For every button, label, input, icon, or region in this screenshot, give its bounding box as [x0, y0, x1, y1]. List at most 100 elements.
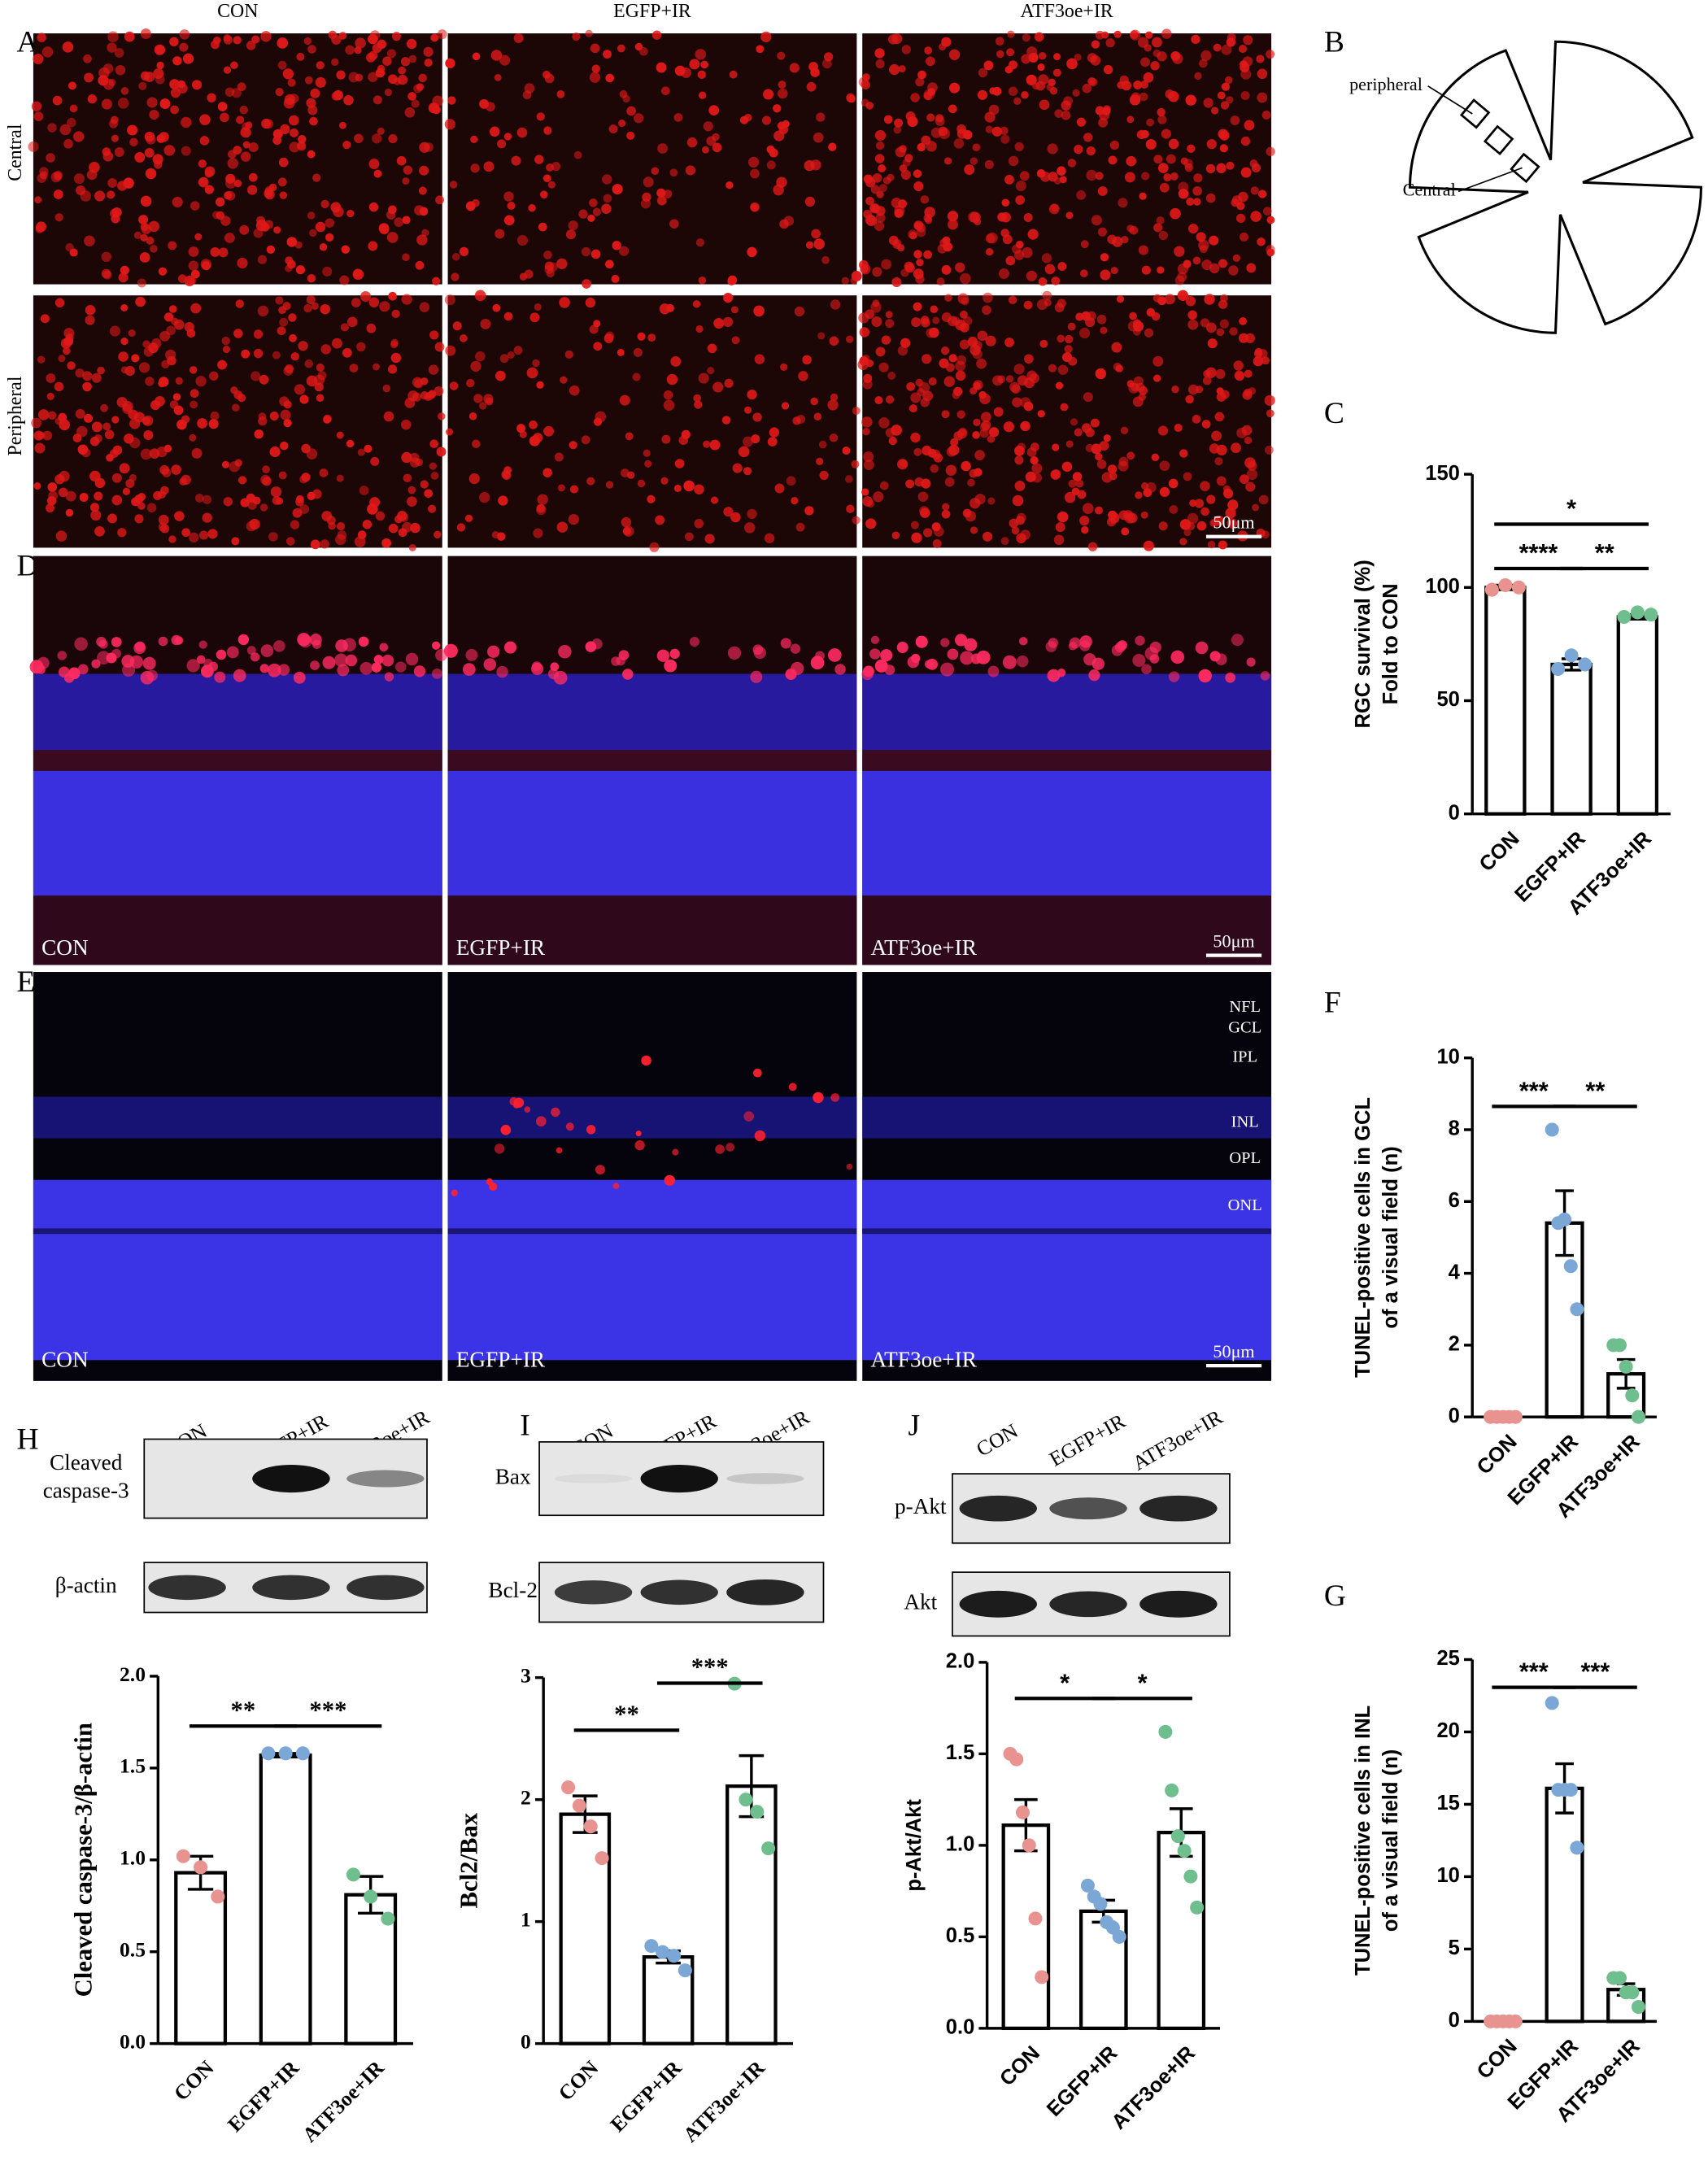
cell	[1199, 245, 1208, 254]
cell	[617, 44, 625, 53]
panel-letter: H	[16, 1422, 38, 1456]
tissue-layer	[447, 673, 857, 751]
cell	[107, 178, 117, 188]
cell	[79, 493, 89, 502]
cell	[1240, 90, 1250, 100]
cell	[747, 508, 757, 520]
cell	[666, 373, 678, 386]
cell	[1218, 259, 1228, 268]
cell	[120, 86, 129, 95]
cell	[296, 52, 305, 61]
cell	[1252, 503, 1260, 512]
cell	[111, 494, 123, 506]
cell	[1019, 171, 1030, 181]
data-point	[656, 1945, 670, 1959]
cell	[956, 355, 967, 365]
cell	[1041, 253, 1052, 264]
cell	[495, 370, 506, 381]
cell	[1105, 38, 1115, 48]
cell	[194, 233, 203, 241]
cell	[401, 294, 412, 305]
cell	[1008, 155, 1019, 167]
cell	[503, 641, 517, 654]
cell	[874, 396, 883, 405]
cell	[1139, 92, 1148, 102]
cell	[368, 33, 378, 45]
cell	[272, 351, 281, 359]
data-point	[176, 1849, 190, 1863]
cell	[817, 332, 826, 340]
cell	[875, 212, 886, 223]
data-point	[1498, 577, 1513, 593]
cell	[487, 645, 500, 658]
cell	[140, 222, 149, 231]
cell	[863, 451, 874, 463]
cell	[513, 33, 524, 43]
cell	[551, 162, 561, 172]
cell	[1012, 494, 1024, 507]
cell	[1232, 254, 1240, 263]
cell	[881, 335, 891, 345]
cell	[85, 315, 95, 325]
y-tick-label: 1.0	[946, 1833, 975, 1856]
cell	[923, 91, 932, 101]
cell	[169, 37, 179, 47]
cell	[827, 399, 839, 411]
cell	[173, 405, 184, 416]
cell	[937, 244, 948, 254]
cell	[729, 70, 738, 79]
cell	[225, 190, 236, 201]
cell	[1192, 414, 1201, 424]
cell	[1095, 172, 1104, 181]
cell	[117, 528, 127, 538]
cell	[760, 31, 772, 43]
y-tick-label: 10	[1436, 1864, 1459, 1887]
cell	[97, 366, 105, 375]
cell	[474, 290, 486, 302]
cell	[706, 136, 717, 146]
cell	[172, 196, 183, 208]
cell	[578, 209, 588, 219]
cell	[1139, 192, 1147, 200]
cell	[878, 362, 889, 372]
y-tick-label: 1.5	[946, 1741, 975, 1764]
blot-band	[640, 1464, 718, 1493]
cell	[1026, 74, 1037, 85]
cell	[698, 372, 709, 384]
cell	[664, 659, 678, 673]
significance-label: **	[231, 1696, 256, 1723]
cell	[926, 56, 935, 67]
data-point	[1619, 1359, 1633, 1374]
cell	[231, 537, 240, 546]
cell	[131, 354, 140, 363]
cell	[501, 469, 511, 479]
cell	[1004, 65, 1013, 74]
cell	[1264, 394, 1275, 406]
cell	[974, 450, 985, 460]
cell	[63, 336, 73, 346]
column-header: EGFP+IR	[613, 1, 691, 22]
cell	[1138, 393, 1146, 401]
cell	[581, 246, 591, 257]
data-point	[595, 1851, 609, 1866]
cell	[910, 93, 920, 102]
cell	[969, 498, 981, 509]
cell	[354, 46, 362, 54]
cell	[202, 494, 212, 504]
cell	[1158, 521, 1168, 531]
cell	[865, 309, 875, 320]
cell	[449, 181, 458, 189]
cell	[1193, 198, 1201, 206]
cell	[102, 422, 111, 431]
cell	[947, 648, 959, 660]
cell	[364, 444, 373, 453]
cell	[1177, 272, 1187, 282]
cell	[336, 474, 344, 482]
cell	[1157, 163, 1169, 173]
cell	[239, 105, 248, 115]
cell	[1107, 234, 1117, 245]
cell	[1244, 436, 1253, 445]
cell	[143, 430, 154, 441]
cell	[268, 532, 278, 542]
cell	[881, 259, 892, 270]
